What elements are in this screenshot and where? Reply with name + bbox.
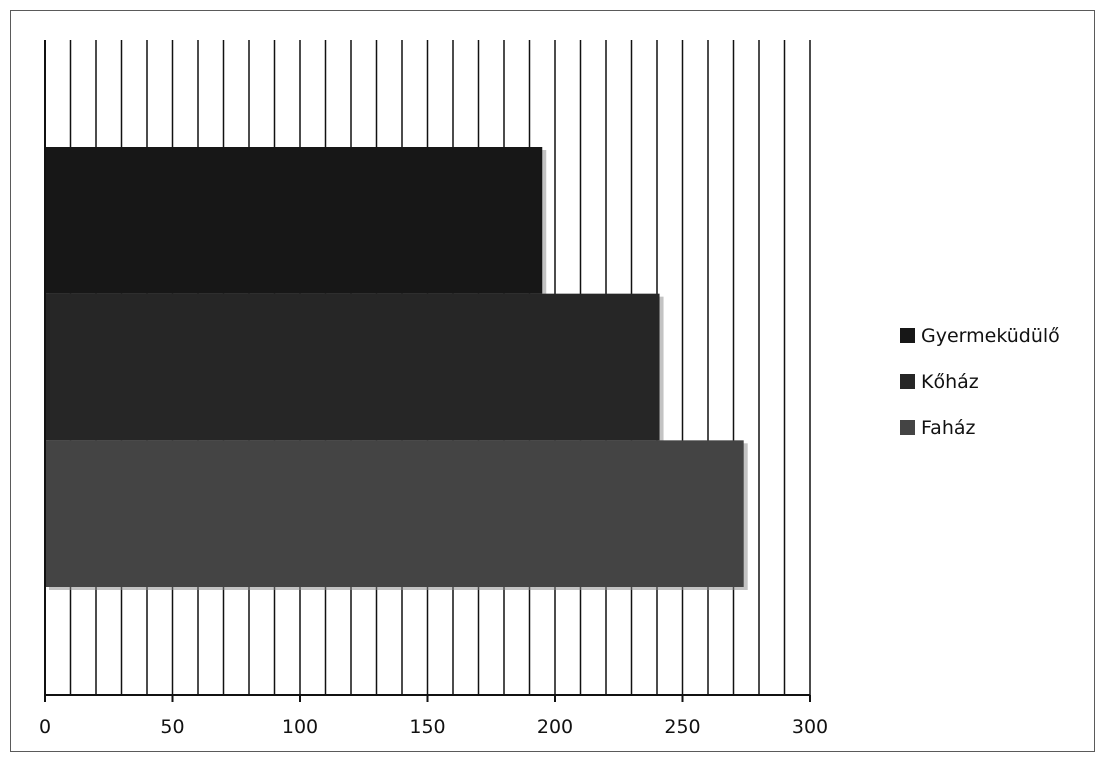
x-axis: 0 50 100 150 200 250 300 <box>39 40 828 738</box>
bar-2 <box>45 293 660 441</box>
bar-3 <box>45 440 744 587</box>
x-tick-label-150: 150 <box>409 716 445 738</box>
x-tick-label-200: 200 <box>537 716 573 738</box>
x-tick-label-50: 50 <box>160 716 184 738</box>
bar-1 <box>45 147 543 294</box>
x-tick-label-0: 0 <box>39 716 51 738</box>
legend-swatch-1 <box>900 328 915 343</box>
legend: Gyermeküdülő Kőház Faház <box>900 325 1060 439</box>
x-tick-label-100: 100 <box>282 716 318 738</box>
legend-label-1: Gyermeküdülő <box>921 325 1060 347</box>
legend-label-3: Faház <box>921 417 976 439</box>
legend-swatch-3 <box>900 420 915 435</box>
x-tick-label-250: 250 <box>664 716 700 738</box>
x-tick-label-300: 300 <box>792 716 828 738</box>
legend-label-2: Kőház <box>921 371 979 393</box>
legend-swatch-2 <box>900 374 915 389</box>
bars <box>45 147 748 590</box>
